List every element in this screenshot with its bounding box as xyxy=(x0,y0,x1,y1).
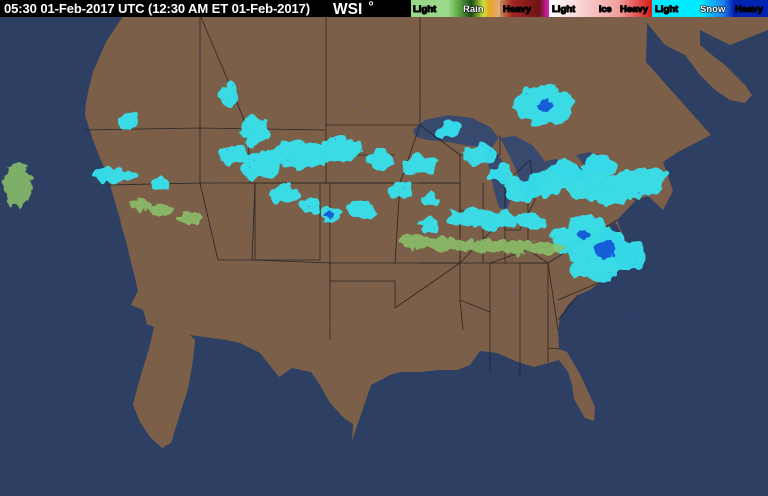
svg-text:05:30 01-Feb-2017 UTC (12:30: 05:30 01-Feb-2017 UTC (12:30 AM ET 01-Fe… xyxy=(4,1,310,16)
svg-text:Heavy: Heavy xyxy=(503,4,532,15)
svg-text:Light: Light xyxy=(655,4,679,15)
svg-text:Light: Light xyxy=(552,4,576,15)
svg-text:Snow: Snow xyxy=(700,4,726,15)
svg-text:Light: Light xyxy=(413,4,437,15)
svg-text:Heavy: Heavy xyxy=(735,4,764,15)
svg-text:Rain: Rain xyxy=(463,4,484,15)
svg-text:Heavy: Heavy xyxy=(620,4,649,15)
svg-text:Ice: Ice xyxy=(599,4,612,14)
svg-text:WSI: WSI xyxy=(333,1,362,18)
